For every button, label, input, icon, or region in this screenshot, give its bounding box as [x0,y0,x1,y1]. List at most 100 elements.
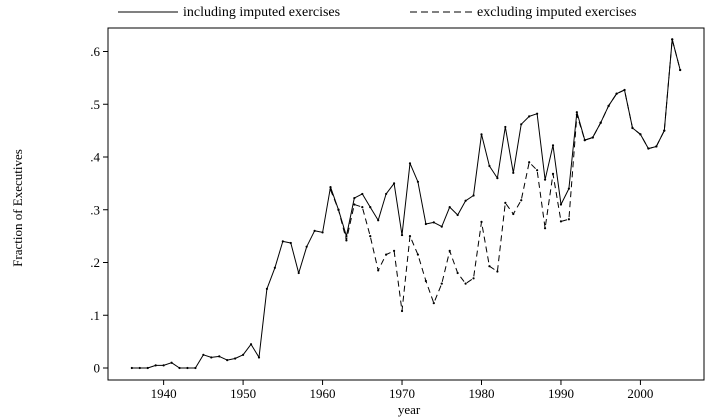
data-point [257,356,261,359]
plot-frame [107,27,705,381]
data-point [353,203,356,206]
x-tick-label: 1940 [151,386,177,401]
data-point [488,164,491,168]
data-point [575,111,578,114]
y-tick-label: 0 [94,361,101,376]
data-point [623,88,626,92]
data-point [551,172,555,175]
data-point [472,277,475,280]
x-tick-label: 1980 [468,386,494,401]
data-point [329,188,332,191]
y-tick-label: .2 [90,255,100,270]
data-point [377,269,380,272]
data-point [369,206,372,209]
data-point [559,220,563,223]
data-point [241,353,245,356]
data-point [543,227,547,230]
data-point [464,282,467,285]
data-point [528,115,531,118]
data-point [424,222,427,226]
data-point [297,271,300,275]
data-point [400,309,404,313]
data-point [424,279,427,283]
data-point [138,366,141,370]
data-point [321,231,324,234]
data-point [329,185,332,189]
data-point [496,177,499,180]
data-point [305,245,308,248]
data-point [567,218,571,221]
data-point [448,249,451,252]
data-point [202,353,205,356]
data-point [488,265,491,268]
data-point [408,235,412,238]
data-point [543,178,547,181]
data-point [663,129,666,132]
data-point [440,282,443,285]
data-point [273,266,276,269]
data-point [432,302,435,305]
data-point [361,206,364,209]
data-point [472,194,475,197]
series-line-excluding [330,38,681,312]
y-tick-label: .3 [90,202,100,217]
data-point [432,221,435,224]
data-point [536,112,539,115]
x-tick-label: 1990 [548,386,574,401]
legend: including imputed exercises excluding im… [118,5,636,20]
y-tick-label: .1 [90,308,100,323]
data-point [464,199,467,202]
data-point [536,169,539,172]
data-point [559,203,563,206]
data-point [512,171,515,174]
legend-label-including: including imputed exercises [183,5,340,20]
data-point [385,253,388,256]
data-point [448,206,451,209]
data-point [647,147,650,150]
data-point [416,180,420,183]
data-point [154,364,157,367]
data-point [520,123,523,126]
x-tick-label: 1950 [230,386,256,401]
data-point [416,253,420,256]
axis-ticks: 1940 1950 1960 1970 1980 1990 2000 0 .1 .2 .3 .4 .5.… [90,44,653,401]
series-line-including [131,38,681,369]
data-point [551,144,555,147]
data-point [456,213,459,217]
data-point [392,249,396,252]
data-point [591,136,594,139]
data-point [392,182,396,185]
data-point [480,220,483,223]
data-point [146,366,149,370]
y-tick-label: .5 [90,97,100,112]
data-point [218,355,221,358]
x-tick-label: 1960 [310,386,336,401]
data-point [289,241,292,245]
data-point [265,287,269,290]
data-point [400,233,404,237]
data-point [170,361,173,364]
x-tick-label: 2000 [627,386,653,401]
data-point [377,219,380,222]
y-axis-title: Fraction of Executives [10,149,25,267]
data-point [567,187,571,190]
data-point [162,364,165,367]
data-point [583,139,586,142]
data-point [639,133,642,136]
data-point [186,366,189,370]
data-point [337,208,340,211]
data-point [615,92,618,95]
data-point [440,225,443,228]
data-point [504,201,507,204]
data-point [178,366,181,370]
data-point [408,162,412,165]
data-point [369,235,372,238]
data-point [655,145,658,148]
x-tick-label: 1970 [389,386,415,401]
data-point [607,104,610,107]
data-point [671,38,674,41]
data-point [631,126,634,130]
x-axis-title: year [398,402,421,417]
data-point [599,121,602,124]
